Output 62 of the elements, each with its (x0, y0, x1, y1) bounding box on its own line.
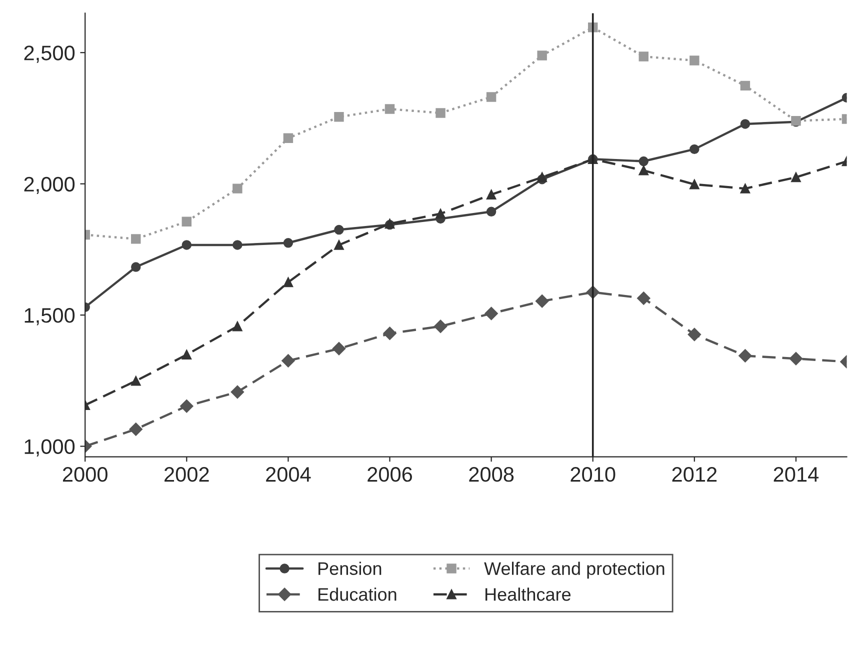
x-tick-label: 2010 (570, 467, 616, 482)
y-tick-label: 2,000 (24, 176, 75, 194)
point (334, 240, 344, 250)
point (740, 119, 750, 129)
point (180, 400, 194, 413)
x-tick-label: 2008 (469, 467, 514, 482)
x-tick-label: 2004 (266, 467, 311, 482)
point (230, 385, 244, 399)
point (537, 172, 547, 182)
point (334, 112, 344, 122)
y-tick-label: 1,000 (24, 439, 75, 456)
point (182, 350, 192, 360)
point (740, 184, 750, 194)
point (690, 179, 700, 190)
point (283, 133, 294, 144)
point (332, 342, 346, 356)
x-tick-label: 2006 (368, 467, 412, 482)
point (536, 294, 549, 308)
point (486, 206, 496, 217)
point (486, 92, 496, 102)
point (637, 292, 650, 305)
point (434, 320, 448, 333)
point (334, 224, 344, 235)
legend-label: Welfare and protection (484, 562, 664, 579)
point (131, 234, 141, 244)
point (638, 156, 648, 166)
point (182, 240, 192, 250)
point (283, 238, 294, 248)
point (690, 56, 700, 66)
point (789, 352, 803, 366)
point (383, 326, 396, 340)
y-tick-label: 1,500 (24, 308, 75, 326)
point (232, 184, 242, 194)
point (740, 80, 750, 91)
point (738, 349, 752, 362)
point (131, 376, 141, 386)
y-tick-label: 2,500 (24, 46, 75, 63)
point (484, 306, 498, 320)
legend-label: Pension (318, 562, 382, 575)
point (232, 240, 242, 250)
legend-label: Healthcare (486, 588, 571, 601)
x-tick-label: 2002 (164, 467, 209, 482)
x-tick-label: 2014 (774, 467, 819, 482)
point (283, 277, 294, 288)
point (638, 166, 648, 176)
point (131, 262, 141, 272)
point (688, 328, 702, 342)
point (232, 321, 242, 332)
point (537, 50, 547, 60)
x-tick-label: 2000 (62, 467, 108, 482)
point (129, 422, 142, 436)
point (791, 172, 801, 182)
point (182, 216, 192, 226)
point (638, 52, 648, 62)
point (436, 208, 446, 219)
point (690, 144, 700, 154)
legend-label: Education (318, 588, 396, 601)
point (436, 108, 446, 118)
point (282, 354, 295, 368)
x-tick-label: 2012 (672, 467, 717, 482)
point (384, 104, 395, 114)
point (486, 190, 496, 200)
